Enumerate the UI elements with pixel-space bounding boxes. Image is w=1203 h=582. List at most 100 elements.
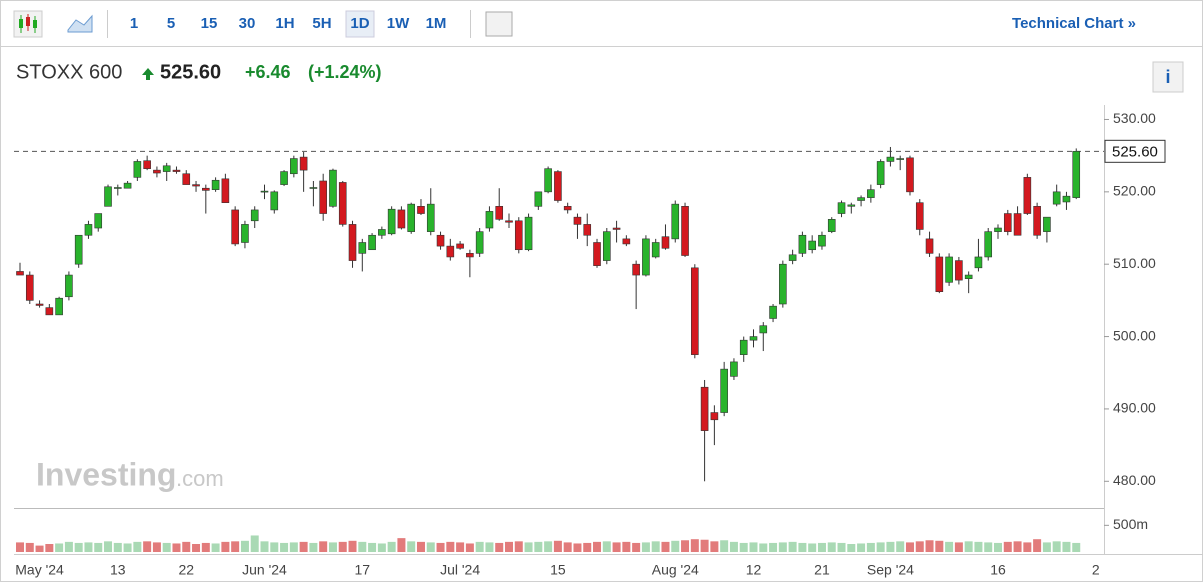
volume-bar	[182, 541, 191, 552]
volume-bar	[583, 542, 592, 552]
volume-bar	[886, 541, 895, 552]
interval-button[interactable]: 1	[130, 15, 138, 32]
volume-bar	[1023, 542, 1032, 552]
candle-body	[593, 242, 601, 266]
interval-button[interactable]: 5	[167, 15, 175, 32]
x-tick-label: Sep '24	[867, 562, 914, 578]
interval-button[interactable]: 1M	[426, 15, 447, 32]
volume-bar	[964, 541, 973, 552]
candle-body	[798, 234, 807, 254]
volume-bar	[328, 542, 337, 552]
volume-bar	[485, 542, 494, 552]
interval-button[interactable]: 1D	[350, 15, 369, 32]
volume-bar	[534, 541, 543, 552]
volume-bar	[837, 542, 846, 552]
candle-body	[1072, 151, 1081, 198]
volume-bar	[817, 542, 826, 552]
candle-body	[123, 182, 132, 189]
volume-bar	[368, 542, 377, 552]
change: +6.46	[245, 62, 291, 82]
x-tick-label: 22	[178, 562, 194, 578]
candle-body	[945, 256, 953, 283]
technical-chart-link[interactable]: Technical Chart »	[1012, 15, 1136, 32]
volume-bar	[231, 541, 240, 552]
interval-button[interactable]: 30	[239, 15, 256, 32]
volume-bar	[348, 540, 357, 552]
candle-body	[935, 256, 944, 292]
up-arrow	[142, 68, 154, 80]
interval-button[interactable]: 1H	[275, 15, 294, 32]
layout-icon[interactable]	[485, 11, 513, 37]
watermark: Investing .com	[36, 456, 224, 492]
volume-bar	[984, 542, 993, 552]
candle-body	[55, 297, 63, 316]
price: 525.60	[160, 61, 221, 83]
candle-body	[387, 208, 396, 235]
volume-bar	[358, 541, 367, 552]
volume-bar	[495, 542, 504, 552]
candle-body	[827, 219, 836, 232]
volume-bar	[456, 542, 465, 552]
area-icon[interactable]	[67, 14, 93, 33]
candle-body	[583, 224, 592, 236]
candle-body	[358, 242, 367, 254]
volume-bar	[270, 542, 279, 552]
volume-bar	[113, 542, 122, 552]
candle-body	[915, 202, 924, 230]
candle-body	[466, 253, 474, 258]
candle-body	[857, 197, 865, 201]
volume-bar	[123, 543, 132, 552]
candle-body	[211, 179, 220, 190]
volume-bar	[710, 541, 719, 552]
volume-bar	[524, 542, 533, 552]
volume-bar	[749, 542, 758, 552]
candle-body	[739, 339, 748, 355]
candle-body	[436, 234, 445, 247]
interval-button[interactable]: 1W	[387, 15, 410, 32]
volume-bar	[377, 543, 386, 552]
candle-body	[818, 234, 826, 247]
volume-bar	[622, 541, 631, 552]
candle-body	[192, 184, 200, 187]
candle-body	[730, 361, 738, 377]
candle-body	[642, 238, 650, 276]
candle-body	[368, 234, 376, 251]
candle-body	[1043, 216, 1051, 232]
x-tick-label: 16	[990, 562, 1006, 578]
volume-bar	[847, 544, 856, 552]
candle-body	[925, 238, 934, 254]
volume-bar	[632, 542, 641, 552]
interval-button[interactable]: 15	[201, 15, 218, 32]
volume-bar	[563, 542, 572, 552]
candle-icon[interactable]	[13, 10, 43, 38]
candle-body	[808, 240, 816, 251]
candle-body	[104, 186, 112, 207]
volume-bar	[778, 542, 787, 552]
volume-bar	[788, 541, 797, 552]
info-label[interactable]: i	[1165, 67, 1170, 87]
candle-body	[485, 211, 494, 229]
volume-bar	[553, 540, 562, 552]
candle-body	[994, 227, 1002, 232]
volume-bar	[896, 541, 905, 552]
interval-button[interactable]: 5H	[312, 15, 331, 32]
candle-body	[681, 206, 689, 256]
candle-body	[749, 336, 758, 341]
volume-bar	[319, 541, 328, 552]
volume-bar	[192, 544, 201, 552]
candle-body	[74, 234, 83, 265]
volume-bar	[935, 540, 944, 552]
candle-body	[407, 203, 416, 232]
volume-bar	[925, 540, 934, 552]
volume-bar	[25, 542, 34, 552]
volume-bar	[387, 541, 396, 552]
candle-body	[788, 254, 797, 261]
x-tick-label: 2	[1092, 562, 1100, 578]
candle-body	[84, 224, 93, 236]
candle-body	[896, 158, 905, 160]
candle-body	[65, 274, 73, 298]
info-button[interactable]	[1152, 61, 1184, 93]
candle-body	[153, 169, 161, 174]
volume-bar	[240, 540, 249, 552]
